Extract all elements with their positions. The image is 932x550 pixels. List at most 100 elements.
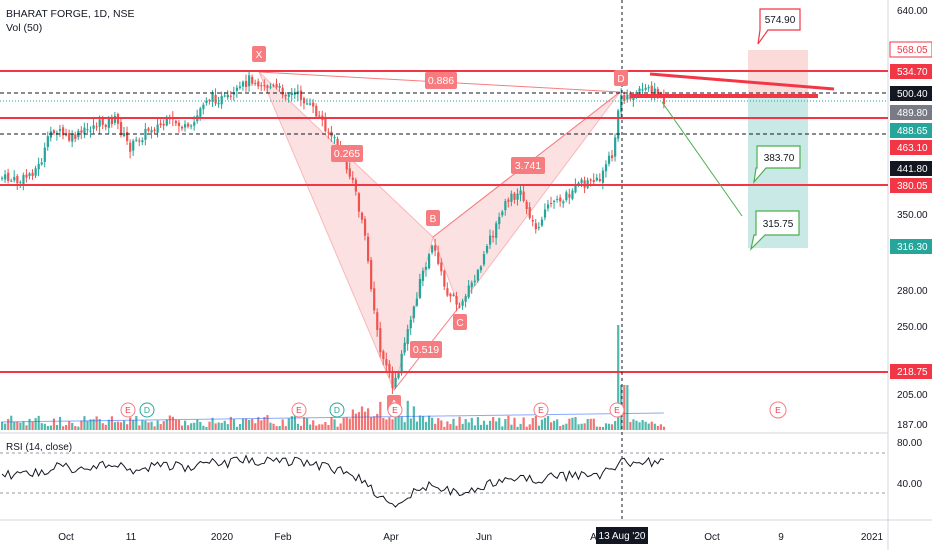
candle-body xyxy=(522,191,525,201)
volume-bar xyxy=(464,419,467,430)
candle-body xyxy=(80,130,83,133)
candle-body xyxy=(138,140,141,142)
volume-bar xyxy=(190,423,193,430)
volume-bar xyxy=(363,411,367,430)
candle-body xyxy=(662,96,666,105)
volume-bar xyxy=(528,424,531,430)
volume-bar xyxy=(31,421,34,430)
candle-body xyxy=(556,199,559,201)
time-axis[interactable]: Oct 11 2020 Feb Apr Jun Aug Oct 9 2021 1… xyxy=(58,527,884,544)
volume-bar xyxy=(77,426,80,430)
volume-bar xyxy=(516,426,519,430)
volume-bar xyxy=(376,413,379,430)
volume-bar xyxy=(659,424,662,430)
volume-bar xyxy=(565,423,568,430)
candle-body xyxy=(458,306,461,308)
volume-bar xyxy=(644,421,647,430)
event-markers[interactable]: E D E D E E E E xyxy=(120,401,787,419)
candle-body xyxy=(351,177,354,180)
price-axis[interactable]: 640.00 350.00 280.00 250.00 205.00 187.0… xyxy=(889,6,932,490)
candle-body xyxy=(604,164,608,172)
level-lines[interactable] xyxy=(0,0,888,520)
volume-bar xyxy=(119,422,123,430)
volume-bar xyxy=(46,425,49,430)
volume-bar xyxy=(95,416,98,430)
volume-bar xyxy=(601,426,605,430)
candle-body xyxy=(467,285,470,298)
volume-bar xyxy=(202,425,205,430)
volume-bar xyxy=(177,419,181,430)
volume-bar xyxy=(80,420,83,430)
candle-body xyxy=(525,201,528,209)
candle-body xyxy=(119,122,123,136)
candle-body xyxy=(333,137,336,139)
candle-body xyxy=(238,86,242,88)
candle-body xyxy=(403,342,406,353)
volume-bar xyxy=(241,418,245,430)
candle-body xyxy=(571,190,574,199)
badge-380: 380.05 xyxy=(897,181,928,192)
volume-bar xyxy=(504,419,507,430)
candle-body xyxy=(98,119,101,127)
volume-bar xyxy=(327,424,330,430)
chart-header: BHARAT FORGE, 1D, NSE Vol (50) xyxy=(6,7,135,35)
volume-bar xyxy=(4,423,7,430)
volume-bar xyxy=(525,426,528,430)
candle-body xyxy=(647,87,650,89)
candle-body xyxy=(217,103,220,105)
volume-bar xyxy=(495,421,498,430)
candle-body xyxy=(543,209,547,218)
candle-body xyxy=(489,235,492,245)
candle-body xyxy=(461,301,464,306)
candle-body xyxy=(315,106,318,117)
candle-body xyxy=(101,118,104,125)
candle-body xyxy=(336,138,339,148)
volume-bar xyxy=(553,420,556,430)
candle-body xyxy=(507,199,510,202)
volume-bar xyxy=(220,422,223,430)
projection-line xyxy=(661,101,743,217)
candle-body xyxy=(485,245,489,253)
volume-bar xyxy=(638,422,641,430)
volume-bar xyxy=(141,420,144,430)
candle-body xyxy=(650,85,653,94)
candle-body xyxy=(492,235,495,238)
volume-bar xyxy=(354,413,357,430)
candle-body xyxy=(156,124,159,133)
volume-bar xyxy=(71,422,74,430)
event-marker-e1: E xyxy=(125,405,131,415)
candle-body xyxy=(245,80,248,87)
candle-body xyxy=(409,319,412,329)
volume-bar xyxy=(653,423,656,430)
candle-body xyxy=(263,85,266,87)
volume-bar xyxy=(34,418,37,430)
volume-bar xyxy=(251,418,254,430)
candle-body xyxy=(424,266,428,270)
badge-488: 488.65 xyxy=(897,126,928,137)
volume-bar xyxy=(461,423,464,430)
candle-body xyxy=(464,296,467,302)
volume-bar xyxy=(214,423,217,430)
candle-body xyxy=(449,293,452,297)
target-315-label: 315.75 xyxy=(763,219,794,230)
time-tick-feb: Feb xyxy=(274,532,292,543)
candle-body xyxy=(327,131,330,133)
candle-body xyxy=(376,312,379,330)
volume-bar xyxy=(257,417,260,430)
volume-bar xyxy=(248,420,251,430)
volume-bar xyxy=(562,424,565,430)
candle-body xyxy=(470,282,473,288)
volume-bar xyxy=(28,418,31,430)
candle-body xyxy=(177,122,181,126)
candle-body xyxy=(595,177,598,181)
volume-bar xyxy=(98,419,101,430)
volume-bar xyxy=(223,420,226,430)
candle-body xyxy=(476,269,479,281)
ratio-labels: 0.886 0.265 3.741 0.519 xyxy=(331,72,545,358)
candle-body xyxy=(129,142,132,152)
target-callouts[interactable]: 574.90 383.70 315.75 xyxy=(749,8,801,251)
candle-body xyxy=(290,92,293,95)
volume-bar xyxy=(607,423,611,430)
volume-bar xyxy=(635,420,638,430)
